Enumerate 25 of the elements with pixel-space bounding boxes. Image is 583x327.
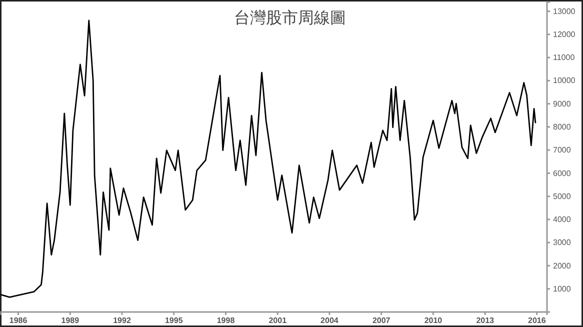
x-tick-label: 2010	[424, 316, 443, 325]
x-tick-label: 1992	[113, 316, 132, 325]
y-tick-label: 3000	[553, 238, 572, 248]
x-tick-label: 2001	[268, 316, 288, 325]
y-tick-label: 4000	[553, 215, 572, 224]
x-tick-label: 1986	[9, 316, 28, 325]
x-tick-label: 2007	[372, 316, 391, 325]
text: 台灣股市周線圖	[234, 9, 346, 27]
x-tick-label: 2016	[528, 316, 546, 325]
y-tick-label: 12000	[553, 30, 576, 39]
y-tick-label: 9000	[553, 99, 572, 108]
x-tick-label: 1989	[61, 316, 80, 325]
y-tick-label: 8000	[553, 122, 572, 132]
y-tick-label: 5000	[553, 192, 572, 201]
y-tick-label: 7000	[553, 146, 572, 155]
y-tick-label: 6000	[553, 168, 572, 178]
y-tick-label: 10000	[553, 76, 576, 86]
y-tick-label: 1000	[553, 284, 572, 294]
x-tick-label: 1995	[164, 316, 184, 325]
y-tick-label: 2000	[553, 261, 572, 270]
y-tick-label: 13000	[553, 6, 576, 16]
y-tick-label: 11000	[553, 53, 576, 62]
x-tick-label: 1998	[216, 316, 236, 325]
x-tick-label: 2004	[320, 316, 339, 325]
x-tick-label: 2013	[476, 316, 495, 325]
